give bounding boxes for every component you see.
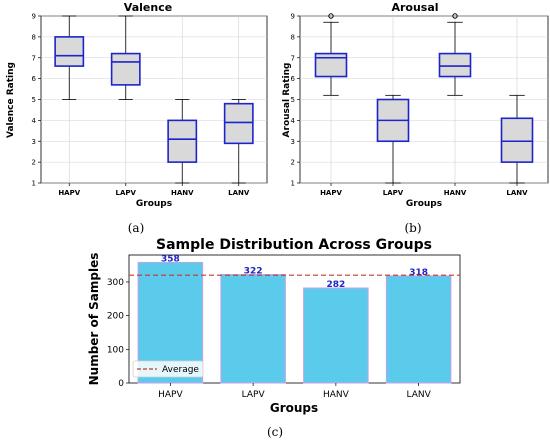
bar-value-label: 322 [244, 267, 263, 277]
outlier-point [328, 13, 334, 19]
x-tick-label: HAPV [158, 390, 183, 400]
bar-value-label: 358 [161, 254, 180, 264]
y-tick-label: 9 [32, 13, 36, 21]
panel-a-caption: (a) [128, 221, 145, 235]
box-lapv [110, 52, 141, 86]
x-tick-label: LANV [406, 390, 431, 400]
x-tick-label: LAPV [116, 189, 137, 197]
y-tick-label: 2 [32, 159, 36, 167]
y-tick-label: 8 [291, 33, 295, 41]
x-tick-label: HANV [171, 189, 194, 197]
y-tick-label: 0 [118, 379, 124, 389]
panel-b: Arousal 1 2 3 4 5 6 7 8 9 HAPV LAPV HANV LANV Group… [282, 1, 549, 235]
panel-b-caption: (b) [404, 221, 421, 235]
x-tick-label: HAPV [320, 189, 342, 197]
panel-c-title: Sample Distribution Across Groups [156, 237, 432, 253]
y-tick-label: 1 [32, 180, 36, 188]
box-hapv [314, 52, 348, 78]
x-tick-label: LANV [228, 189, 250, 197]
box-hanv [438, 52, 472, 78]
panel-b-title: Arousal [391, 1, 438, 14]
y-tick-label: 3 [32, 138, 36, 146]
y-tick-label: 7 [32, 54, 36, 62]
y-tick-label: 300 [107, 278, 124, 288]
box-hapv [54, 36, 85, 67]
box-hanv [167, 119, 198, 163]
y-tick-label: 7 [291, 54, 295, 62]
y-tick-label: 100 [107, 345, 124, 355]
bar-value-label: 282 [326, 280, 345, 290]
panel-c-ylabel: Number of Samples [87, 253, 101, 386]
panel-a: Valence 1 2 3 4 5 6 7 8 9 HAPV LAPV HANV LANV Group… [6, 1, 268, 235]
legend-average-label: Average [162, 365, 199, 375]
bar-value-label: 318 [409, 268, 428, 278]
y-tick-label: 9 [291, 13, 295, 21]
panel-c-legend: Average [132, 360, 204, 378]
panel-b-xlabel: Groups [406, 199, 442, 209]
box-lanv [223, 102, 254, 145]
y-tick-label: 2 [291, 159, 295, 167]
y-tick-label: 6 [291, 75, 296, 83]
panel-a-ylabel: Valence Rating [6, 62, 16, 138]
y-tick-label: 5 [32, 96, 36, 104]
x-tick-label: HANV [323, 390, 350, 400]
bar-hanv [303, 287, 369, 384]
panel-a-xlabel: Groups [136, 199, 172, 209]
x-tick-label: LANV [506, 189, 528, 197]
y-tick-label: 1 [291, 180, 295, 188]
y-tick-label: 200 [107, 312, 124, 322]
x-tick-label: HAPV [58, 189, 80, 197]
y-tick-label: 3 [291, 138, 295, 146]
bar-lanv [385, 275, 452, 384]
outlier-point [452, 13, 458, 19]
y-tick-label: 4 [32, 117, 37, 125]
x-tick-label: HANV [444, 189, 467, 197]
panel-c-xlabel: Groups [270, 401, 318, 415]
box-lanv [500, 117, 534, 163]
panel-c-plot-frame [128, 254, 461, 384]
y-tick-label: 6 [32, 75, 37, 83]
panel-a-title: Valence [124, 1, 172, 14]
y-tick-label: 8 [32, 33, 36, 41]
x-tick-label: LAPV [242, 390, 266, 400]
panel-c-caption: (c) [267, 425, 283, 439]
panel-b-ylabel: Arousal Rating [282, 63, 292, 138]
y-tick-label: 4 [291, 117, 296, 125]
y-tick-label: 5 [291, 96, 295, 104]
panel-c: Sample Distribution Across Groups 358 322… [87, 237, 461, 439]
x-tick-label: LAPV [383, 189, 404, 197]
legend-box [132, 360, 204, 378]
bar-lapv [220, 274, 286, 384]
